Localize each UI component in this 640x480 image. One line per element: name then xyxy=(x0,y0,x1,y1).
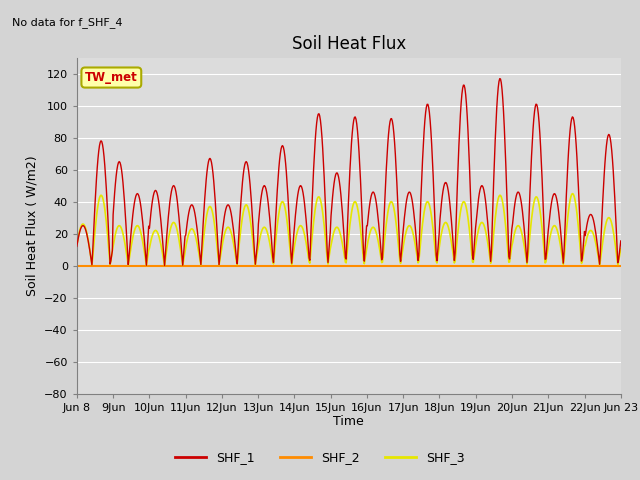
Text: TW_met: TW_met xyxy=(85,71,138,84)
Text: No data for f_SHF_4: No data for f_SHF_4 xyxy=(12,17,122,28)
Title: Soil Heat Flux: Soil Heat Flux xyxy=(292,35,406,53)
Legend: SHF_1, SHF_2, SHF_3: SHF_1, SHF_2, SHF_3 xyxy=(170,446,470,469)
Y-axis label: Soil Heat Flux ( W/m2): Soil Heat Flux ( W/m2) xyxy=(26,156,38,296)
X-axis label: Time: Time xyxy=(333,415,364,429)
